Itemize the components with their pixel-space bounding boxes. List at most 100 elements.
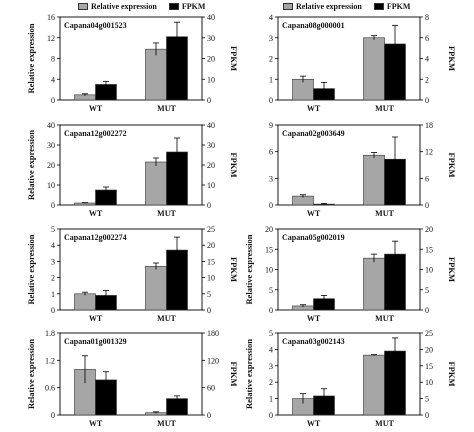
y2-tick-label: 30 [207, 34, 215, 43]
y2-tick-label: 20 [207, 161, 215, 170]
y2-axis-label: FPKM [447, 361, 457, 386]
panel-title: Capana01g001329 [64, 337, 127, 346]
y2-tick-label: 15 [425, 362, 433, 371]
x-tick-label: MUT [375, 314, 394, 323]
bar-relative-wt [74, 293, 96, 311]
y-axis-label: Relative expression [26, 130, 36, 200]
y2-tick-label: 10 [207, 75, 215, 84]
y2-tick-label: 0 [425, 201, 429, 210]
y-tick-label: 15 [265, 245, 273, 254]
y-tick-label: 8 [51, 55, 55, 64]
y2-tick-label: 15 [207, 257, 215, 266]
legend-swatch-fpkm-2 [373, 3, 384, 10]
y-tick-label: 4 [269, 13, 273, 22]
y2-tick-label: 15 [425, 245, 433, 254]
y2-tick-label: 10 [207, 181, 215, 190]
y-axis-label: Relative expression [244, 234, 254, 304]
bar-relative-mut [145, 161, 167, 206]
legend-label-fpkm: FPKM [181, 2, 206, 11]
y-axis-label: Relative expression [244, 339, 254, 409]
y-tick-label: 3 [269, 34, 273, 43]
panel-title: Capana12g002272 [64, 129, 127, 138]
bar-relative-mut [363, 257, 385, 311]
panel-title: Capana03g002143 [282, 337, 345, 346]
y2-tick-label: 2 [425, 75, 429, 84]
y2-tick-label: 5 [425, 286, 429, 295]
y-tick-label: 2 [51, 274, 55, 283]
legend-swatch-relative [78, 3, 88, 10]
y2-tick-label: 10 [207, 274, 215, 283]
bar-relative-mut [363, 154, 385, 206]
legend-label-relative-2: Relative expression [296, 2, 362, 11]
panel-title: Capana02g003649 [282, 129, 345, 138]
y2-axis-label: FPKM [447, 152, 457, 177]
y2-tick-label: 0 [207, 306, 211, 315]
y-tick-label: 1.8 [45, 329, 55, 338]
legend-item-fpkm-2: FPKM [373, 2, 410, 11]
y2-tick-label: 6 [425, 34, 429, 43]
panel-1: 0 4 8 12 16 0 10 20 30 40 WT MUT Capana04g001523 Rela… [26, 13, 239, 113]
y2-tick-label: 20 [425, 345, 433, 354]
y2-axis-label: FPKM [229, 152, 239, 177]
y2-tick-label: 6 [425, 174, 429, 183]
y-tick-label: 5 [269, 286, 273, 295]
y2-tick-label: 4 [425, 55, 429, 64]
y2-tick-label: 40 [207, 13, 215, 22]
panel-title: Capana12g002274 [64, 233, 127, 242]
y-tick-label: 2 [269, 55, 273, 64]
y-axis-label: Relative expression [26, 23, 36, 93]
panel-3: 0 10 20 30 40 0 10 20 30 40 WT MUT Capana12g002272 Re… [26, 121, 239, 218]
panel-frame [59, 228, 203, 311]
y2-tick-label: 40 [207, 121, 215, 130]
y2-tick-label: 0 [425, 306, 429, 315]
y-tick-label: 10 [265, 266, 273, 275]
y-tick-label: 0.6 [45, 384, 55, 393]
x-tick-label: MUT [157, 314, 176, 323]
legend-item-fpkm: FPKM [168, 2, 206, 11]
y2-tick-label: 10 [425, 266, 433, 275]
y-tick-label: 4 [51, 75, 55, 84]
panel-frame [277, 124, 421, 206]
y-tick-label: 5 [269, 329, 273, 338]
y2-tick-label: 5 [425, 395, 429, 404]
y-tick-label: 1 [269, 75, 273, 84]
bar-relative-mut [145, 48, 167, 101]
x-tick-label: WT [307, 209, 321, 218]
x-tick-label: MUT [157, 209, 176, 218]
legend-top-right: Relative expression FPKM [283, 2, 418, 11]
y-tick-label: 1.2 [45, 356, 55, 365]
y-tick-label: 3 [269, 174, 273, 183]
y-tick-label: 1 [51, 290, 55, 299]
y-tick-label: 12 [47, 34, 55, 43]
y2-axis-label: FPKM [229, 257, 239, 282]
x-tick-label: WT [89, 104, 103, 113]
y-tick-label: 10 [47, 181, 55, 190]
y-tick-label: 0 [51, 306, 55, 315]
bar-relative-mut [363, 354, 385, 416]
y2-tick-label: 25 [425, 329, 433, 338]
panel-5: 0 1 2 3 4 5 0 5 10 15 20 25 WT MUT Capana12g002274 Rela… [26, 225, 239, 323]
y2-tick-label: 10 [425, 378, 433, 387]
y-tick-label: 4 [269, 345, 273, 354]
y2-axis-label: FPKM [229, 46, 239, 71]
y2-axis-label: FPKM [447, 46, 457, 71]
x-tick-label: WT [89, 209, 103, 218]
x-tick-label: WT [307, 314, 321, 323]
y2-tick-label: 25 [207, 225, 215, 234]
panel-2: 0 1 2 3 4 0 2 4 6 8 WT MUT Capana08g000001 FPKM [269, 13, 457, 113]
x-tick-label: MUT [375, 209, 394, 218]
y-axis-label: Relative expression [26, 234, 36, 304]
y2-tick-label: 18 [425, 121, 433, 130]
y-tick-label: 0 [51, 96, 55, 105]
x-tick-label: WT [307, 419, 321, 428]
legend-item-relative: Relative expression [78, 2, 157, 11]
y-tick-label: 0 [51, 411, 55, 420]
y-tick-label: 3 [269, 362, 273, 371]
y2-axis-label: FPKM [447, 257, 457, 282]
panel-8: 0 1 2 3 4 5 0 5 10 15 20 25 WT MUT Capana03g002143 Rela… [244, 329, 457, 428]
y-tick-label: 20 [265, 225, 273, 234]
bar-relative-mut [145, 265, 167, 311]
legend-swatch-fpkm [168, 3, 179, 10]
y2-tick-label: 180 [207, 329, 219, 338]
